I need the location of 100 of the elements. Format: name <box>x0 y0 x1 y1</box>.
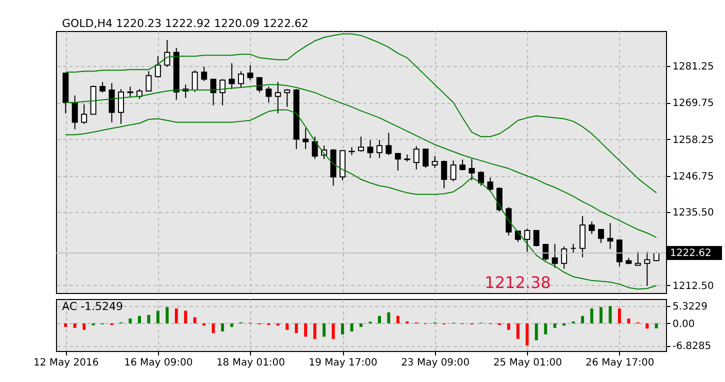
x-tick-label: 16 May 09:00 <box>124 358 193 368</box>
candlestick <box>247 64 254 81</box>
bar <box>212 323 215 334</box>
bar <box>193 317 196 324</box>
bar <box>322 323 326 337</box>
candlestick <box>506 206 512 236</box>
bar <box>590 308 594 324</box>
x-tick-label: 18 May 01:00 <box>216 358 286 368</box>
bar <box>156 310 160 324</box>
ref-line-label: 1222.62 <box>670 248 712 260</box>
candlestick <box>81 104 88 124</box>
candlestick <box>118 88 124 124</box>
bar <box>294 323 298 334</box>
chart-title: GOLD,H4 1220.23 1222.92 1220.09 1222.62 <box>62 17 308 30</box>
candlestick <box>561 246 568 270</box>
candlestick <box>580 216 586 258</box>
candlestick <box>146 70 152 92</box>
candlestick <box>468 158 475 181</box>
bar <box>581 316 584 324</box>
candlestick <box>588 221 595 234</box>
bar <box>138 316 141 324</box>
y-tick-label: 1235.50 <box>672 207 714 218</box>
y-tick-label: 1281.25 <box>672 61 714 72</box>
bar <box>184 310 188 324</box>
bar <box>304 323 308 337</box>
candlestick <box>634 251 641 266</box>
candlestick <box>302 128 309 150</box>
candlestick <box>432 156 438 168</box>
candlestick <box>376 140 382 159</box>
candlestick <box>552 243 558 268</box>
bar <box>147 314 150 324</box>
chart-title: AC -1.5249 <box>62 300 123 313</box>
bar <box>396 316 400 324</box>
candlestick <box>154 56 161 78</box>
y-tick-label: 1258.25 <box>672 134 714 146</box>
candlestick <box>238 70 244 88</box>
bar <box>516 323 520 339</box>
candlestick <box>164 39 170 68</box>
candlestick <box>644 251 650 286</box>
candlestick <box>220 78 226 106</box>
candlestick <box>312 136 318 160</box>
bar <box>618 308 621 324</box>
x-tick-label: 19 May 17:00 <box>308 358 378 368</box>
y-tick-label: 1269.75 <box>672 98 714 110</box>
candlestick <box>598 228 604 244</box>
candlestick <box>422 148 429 168</box>
candlestick <box>100 82 106 94</box>
candlestick <box>542 243 549 262</box>
bar <box>378 316 381 324</box>
candlestick <box>460 159 466 171</box>
bar <box>654 323 658 328</box>
candlestick <box>192 70 198 92</box>
bar <box>360 323 362 327</box>
candlestick <box>478 170 484 186</box>
candlestick <box>108 82 115 123</box>
candlestick <box>358 136 364 152</box>
y-tick-label: 1212.50 <box>672 280 714 292</box>
candlestick <box>413 146 420 170</box>
bar <box>507 323 510 330</box>
candlestick <box>367 140 374 159</box>
bar <box>600 307 602 324</box>
bar <box>73 323 76 328</box>
candlestick <box>274 82 281 114</box>
candlestick <box>450 160 456 182</box>
candlestick <box>228 62 235 90</box>
bar <box>350 323 354 332</box>
candlestick <box>386 132 392 156</box>
bar <box>313 323 316 339</box>
candlestick <box>533 230 540 247</box>
x-tick-label: 25 May 01:00 <box>493 358 562 368</box>
bar <box>646 323 649 329</box>
bar <box>221 323 224 332</box>
y-tick-label: 0.00 <box>672 318 695 330</box>
candlestick <box>201 66 208 82</box>
bar <box>230 323 234 327</box>
bar <box>332 323 335 339</box>
y-tick-label: 5.3229 <box>672 302 708 313</box>
bar <box>544 323 548 334</box>
candlestick <box>284 88 290 108</box>
bar <box>534 323 538 340</box>
line-series <box>65 109 657 290</box>
bar <box>526 323 529 346</box>
bar <box>627 318 630 324</box>
y-tick-label: -6.8285 <box>672 341 712 352</box>
candlestick <box>127 86 134 97</box>
bar <box>64 323 68 327</box>
bar <box>286 323 289 330</box>
bar <box>341 323 344 334</box>
candlestick <box>487 176 494 192</box>
candlestick <box>394 153 401 171</box>
bar <box>553 323 556 328</box>
candlestick <box>266 86 272 103</box>
bar <box>608 306 612 324</box>
bar <box>174 308 178 324</box>
candlestick <box>256 77 262 94</box>
bar <box>128 318 132 324</box>
annotation: 1212.38 <box>484 273 551 292</box>
x-tick-label: 26 May 17:00 <box>586 358 654 368</box>
y-tick-label: 1246.75 <box>672 172 714 183</box>
candlestick <box>524 228 530 252</box>
